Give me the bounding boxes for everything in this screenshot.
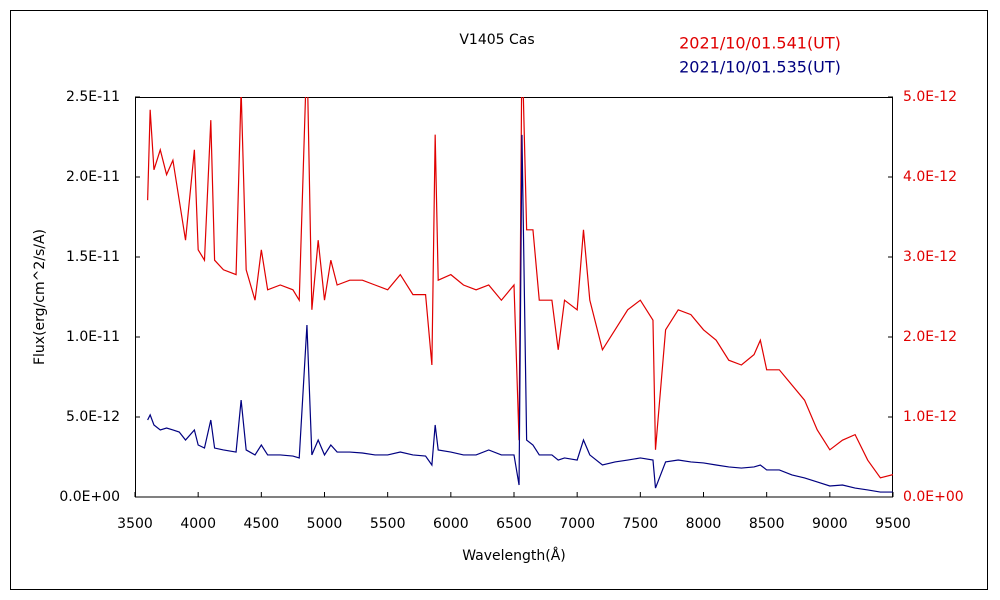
chart-title: V1405 Cas [459,32,534,48]
legend-entry: 2021/10/01.541(UT) [679,34,841,53]
y-tick-label: 1.5E-11 [66,249,120,265]
frame [10,10,988,590]
x-tick-label: 8500 [749,516,785,532]
y2-tick-label: 2.0E-12 [903,329,957,345]
x-tick-label: 9500 [875,516,911,532]
x-axis-label: Wavelength(Å) [462,547,566,564]
x-tick-label: 3500 [117,516,153,532]
x-tick-label: 5500 [370,516,406,532]
legend-entry: 2021/10/01.535(UT) [679,58,841,77]
x-tick-label: 6000 [433,516,469,532]
y2-tick-label: 5.0E-12 [903,89,957,105]
y2-tick-label: 4.0E-12 [903,169,957,185]
x-tick-label: 6500 [496,516,532,532]
x-tick-label: 4500 [244,516,280,532]
y-tick-label: 5.0E-12 [66,409,120,425]
lines [147,97,893,493]
x-tick-label: 4000 [180,516,216,532]
y-tick-label: 0.0E+00 [59,489,120,505]
x-tick-label: 7000 [559,516,595,532]
series-line [147,134,893,493]
x-tick-label: 9000 [812,516,848,532]
y2-tick-label: 0.0E+00 [903,489,964,505]
y-tick-label: 2.0E-11 [66,169,120,185]
y2-tick-label: 1.0E-12 [903,409,957,425]
y-axis-label: Flux(erg/cm^2/s/A) [32,229,48,365]
y-tick-label: 2.5E-11 [66,89,120,105]
y2-tick-label: 3.0E-12 [903,249,957,265]
x-tick-label: 5000 [307,516,343,532]
x-tick-label: 8000 [686,516,722,532]
series-line [147,97,893,479]
y-tick-label: 1.0E-11 [66,329,120,345]
x-tick-label: 7500 [623,516,659,532]
